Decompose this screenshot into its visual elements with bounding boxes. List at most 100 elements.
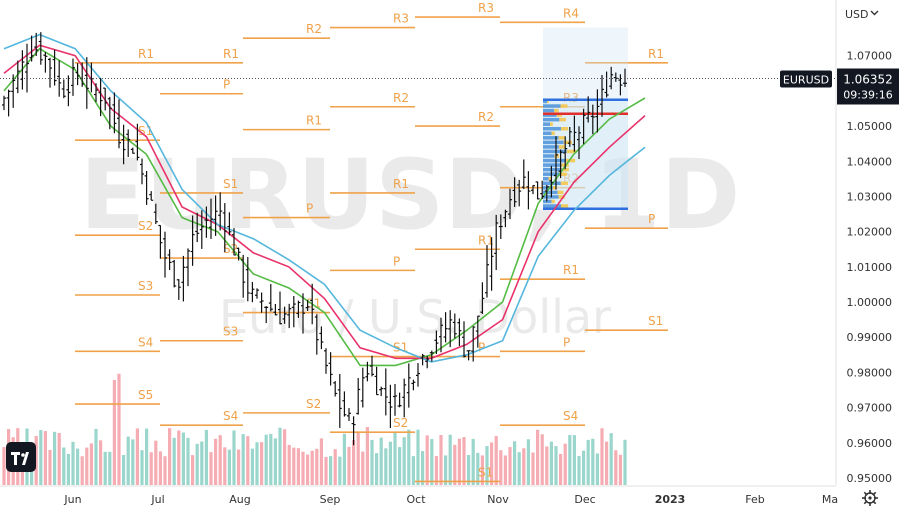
x-tick-label: 2023 bbox=[655, 493, 686, 506]
volume-profile-row-up bbox=[557, 190, 564, 195]
volume-profile-row bbox=[543, 104, 561, 108]
price-bar bbox=[558, 149, 563, 179]
volume-bar bbox=[53, 431, 57, 485]
pivot-label: R1 bbox=[393, 177, 409, 191]
volume-bar bbox=[554, 446, 558, 485]
volume-bar bbox=[361, 451, 365, 485]
price-bar bbox=[84, 57, 89, 109]
volume-bar bbox=[365, 427, 369, 485]
volume-profile-row-up bbox=[560, 181, 568, 186]
price-bar bbox=[485, 245, 489, 298]
price-bar bbox=[195, 212, 200, 243]
price-bar bbox=[282, 306, 287, 324]
volume-profile-row-up bbox=[556, 113, 563, 117]
pivot-label: S1 bbox=[478, 465, 493, 479]
volume-bar bbox=[572, 435, 576, 485]
volume-bar bbox=[586, 439, 590, 485]
settings-gear-icon[interactable] bbox=[862, 490, 878, 506]
volume-bar bbox=[407, 429, 411, 485]
moving-average-line bbox=[3, 47, 646, 367]
price-bar bbox=[264, 306, 269, 324]
volume-bar bbox=[434, 456, 438, 485]
price-bar bbox=[163, 231, 167, 278]
volume-bar bbox=[145, 428, 149, 485]
price-bar bbox=[107, 96, 112, 130]
volume-bar bbox=[342, 433, 346, 485]
volume-bar bbox=[402, 437, 406, 485]
volume-bar bbox=[531, 452, 535, 485]
price-bar bbox=[475, 315, 480, 348]
currency-selector[interactable]: USD bbox=[845, 8, 879, 21]
price-bar bbox=[305, 300, 310, 311]
price-bar bbox=[75, 63, 80, 86]
y-tick-label: 0.98000 bbox=[847, 366, 893, 379]
price-bar bbox=[278, 291, 282, 325]
watermark-symbol: EURUSD, 1D bbox=[80, 139, 741, 251]
volume-bar bbox=[103, 451, 107, 485]
volume-bar bbox=[600, 428, 604, 485]
volume-profile-row bbox=[543, 113, 557, 117]
volume-bar bbox=[467, 454, 471, 485]
volume-bar bbox=[540, 434, 544, 485]
price-bar bbox=[222, 203, 227, 253]
pivot-label: R1 bbox=[563, 263, 579, 277]
volume-profile-row-up bbox=[560, 104, 568, 108]
volume-profile-row bbox=[543, 204, 561, 208]
volume-profile-row bbox=[543, 149, 567, 154]
x-tick-label: Dec bbox=[574, 493, 595, 506]
volume-bar bbox=[260, 442, 264, 485]
price-bar bbox=[268, 284, 273, 312]
price-bar bbox=[333, 381, 338, 397]
y-tick-label: 0.99000 bbox=[847, 331, 893, 344]
price-bar bbox=[140, 158, 144, 185]
pivot-label: S2 bbox=[138, 219, 153, 233]
y-tick-label: 0.97000 bbox=[847, 402, 893, 415]
x-tick-label: Aug bbox=[229, 493, 250, 506]
price-bar bbox=[255, 288, 259, 299]
volume-bar bbox=[200, 441, 204, 485]
price-bar bbox=[434, 330, 439, 354]
price-bar bbox=[112, 92, 117, 134]
price-bar bbox=[25, 43, 29, 93]
price-bar bbox=[66, 75, 71, 107]
pivot-label: P bbox=[563, 335, 570, 349]
y-tick-label: 1.01000 bbox=[847, 261, 893, 274]
volume-bar bbox=[453, 444, 457, 485]
volume-bar bbox=[618, 454, 622, 485]
volume-bar bbox=[112, 379, 116, 485]
price-bar bbox=[61, 79, 66, 99]
price-bar bbox=[103, 87, 108, 111]
pivot-label: S4 bbox=[563, 409, 578, 423]
price-bar bbox=[48, 57, 52, 88]
price-bar bbox=[457, 318, 462, 347]
currency-label[interactable]: USD bbox=[845, 8, 869, 21]
x-tick-label: Jul bbox=[150, 493, 164, 506]
volume-bar bbox=[375, 453, 379, 485]
volume-profile-row bbox=[543, 145, 559, 149]
volume-profile-row bbox=[543, 108, 555, 113]
price-bar bbox=[586, 96, 591, 123]
volume-profile-row-up bbox=[550, 122, 553, 126]
volume-bar bbox=[296, 448, 300, 485]
pivot-label: R1 bbox=[138, 47, 154, 61]
price-bar bbox=[600, 74, 604, 117]
y-tick-label: 1.04000 bbox=[847, 155, 893, 168]
pivot-label: R3 bbox=[393, 12, 409, 26]
time-axis[interactable]: Jun Jul Aug Sep Oct Nov Dec 2023 Feb Ma bbox=[0, 485, 838, 510]
volume-bar bbox=[476, 452, 480, 485]
pivot-label: R2 bbox=[393, 91, 409, 105]
price-bar bbox=[604, 71, 609, 98]
price-bar bbox=[526, 171, 531, 210]
price-bar bbox=[15, 60, 20, 94]
price-bar bbox=[535, 181, 540, 200]
y-tick-label: 1.03000 bbox=[847, 190, 893, 203]
chevron-down-icon[interactable] bbox=[870, 10, 879, 16]
price-bar bbox=[2, 95, 6, 111]
volume-bar bbox=[255, 442, 259, 485]
volume-bar bbox=[154, 440, 158, 485]
volume-bar bbox=[264, 434, 268, 485]
price-bar bbox=[149, 191, 154, 201]
volume-bar bbox=[163, 456, 167, 485]
